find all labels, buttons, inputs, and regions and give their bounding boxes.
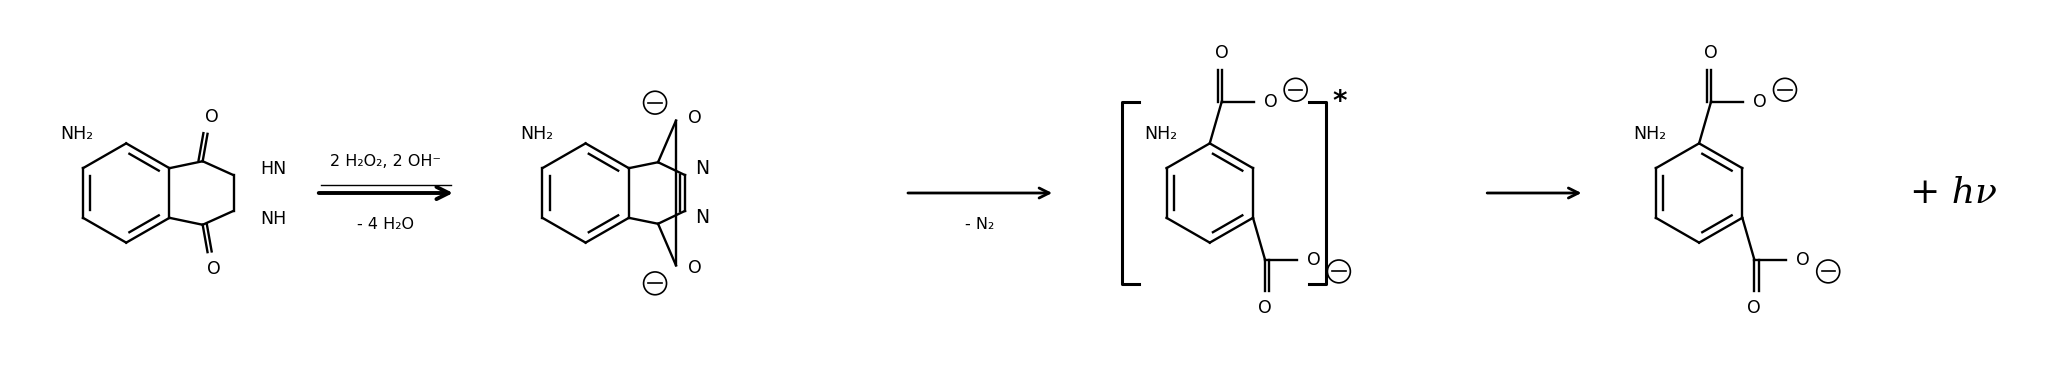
Text: NH₂: NH₂ [1632,125,1667,143]
Text: O: O [688,259,703,278]
Text: O: O [1748,299,1762,317]
Text: NH₂: NH₂ [60,125,93,143]
Text: - 4 H₂O: - 4 H₂O [357,217,414,232]
Text: O: O [204,108,218,126]
Text: NH: NH [260,210,286,228]
Text: + hν: + hν [1911,176,1997,210]
Text: O: O [1797,251,1810,269]
Text: O: O [1754,93,1766,111]
Text: NH₂: NH₂ [519,125,552,143]
Text: O: O [1307,251,1321,269]
Text: NH₂: NH₂ [1144,125,1177,143]
Text: N: N [695,159,709,178]
Text: 2 H₂O₂, 2 OH⁻: 2 H₂O₂, 2 OH⁻ [330,154,441,169]
Text: - N₂: - N₂ [965,217,995,232]
Text: O: O [206,260,221,278]
Text: O: O [1214,44,1228,62]
Text: N: N [695,208,709,227]
Text: O: O [1263,93,1278,111]
Text: *: * [1331,88,1346,116]
Text: HN: HN [260,160,286,178]
Text: O: O [688,108,703,127]
Text: O: O [1257,299,1272,317]
Text: O: O [1704,44,1719,62]
